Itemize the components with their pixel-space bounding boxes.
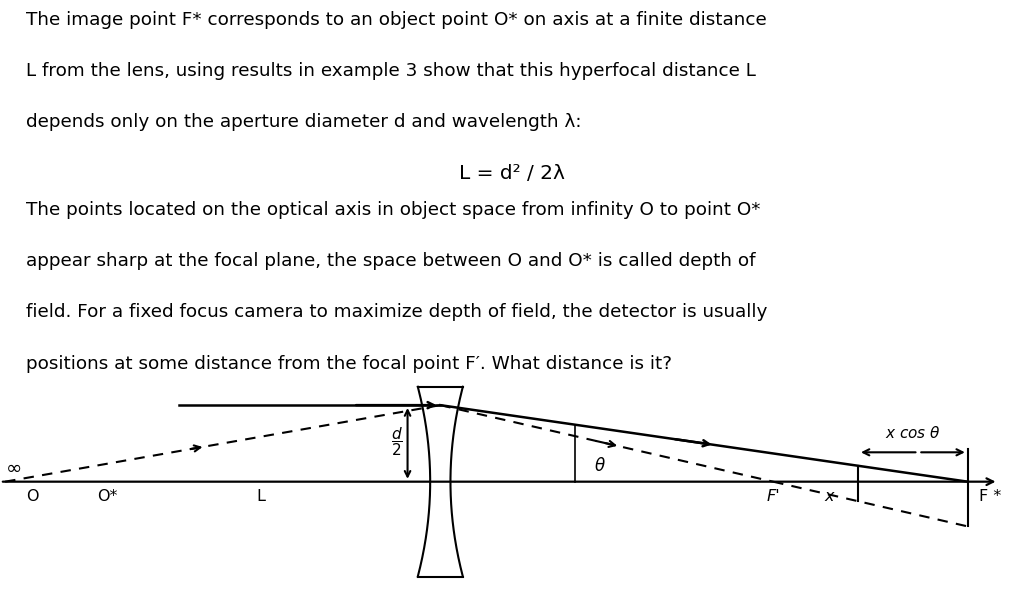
Text: F *: F * — [979, 489, 1001, 504]
Text: $\theta$: $\theta$ — [594, 457, 606, 475]
Text: The image point F* corresponds to an object point O* on axis at a finite distanc: The image point F* corresponds to an obj… — [26, 11, 766, 29]
Text: field. For a fixed focus camera to maximize depth of field, the detector is usua: field. For a fixed focus camera to maxim… — [26, 303, 767, 322]
Text: O*: O* — [97, 489, 118, 504]
Text: x: x — [824, 489, 835, 504]
Text: L: L — [257, 489, 265, 504]
Text: $\infty$: $\infty$ — [5, 458, 22, 477]
Text: L = d² / 2λ: L = d² / 2λ — [459, 164, 565, 183]
Text: depends only on the aperture diameter d and wavelength λ:: depends only on the aperture diameter d … — [26, 113, 581, 131]
Text: O: O — [27, 489, 39, 504]
Text: $x$ cos $\theta$: $x$ cos $\theta$ — [885, 425, 941, 441]
Text: positions at some distance from the focal point F′. What distance is it?: positions at some distance from the foca… — [26, 355, 672, 373]
Text: appear sharp at the focal plane, the space between O and O* is called depth of: appear sharp at the focal plane, the spa… — [26, 252, 755, 270]
Text: The points located on the optical axis in object space from infinity O to point : The points located on the optical axis i… — [26, 201, 760, 219]
Text: F': F' — [766, 489, 780, 504]
Text: L from the lens, using results in example 3 show that this hyperfocal distance L: L from the lens, using results in exampl… — [26, 62, 756, 80]
Text: $\dfrac{d}{2}$: $\dfrac{d}{2}$ — [391, 426, 402, 458]
